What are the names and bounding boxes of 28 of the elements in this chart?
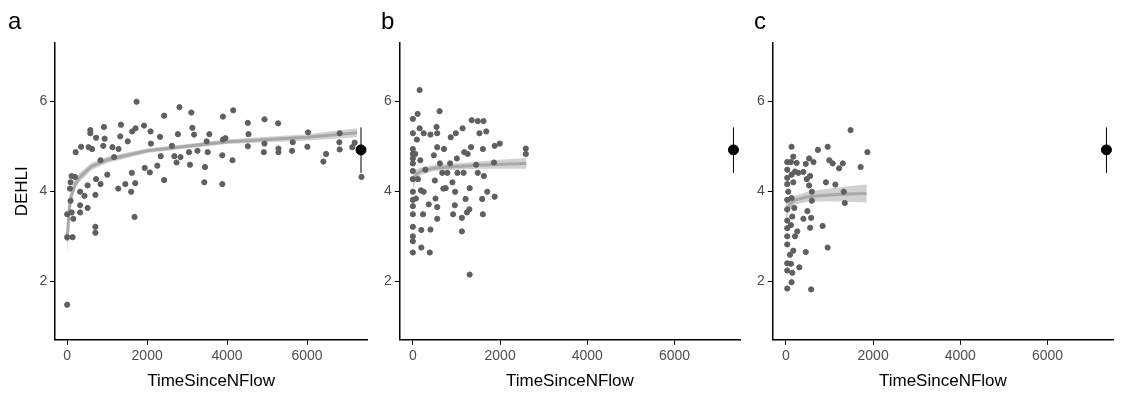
- x-tick-label: 2000: [131, 347, 163, 364]
- x-axis-title: TimeSinceNFlow: [147, 371, 276, 391]
- y-tick-label: 6: [756, 92, 765, 109]
- x-tick-label: 4000: [944, 347, 977, 364]
- x-tick-label: 6000: [659, 347, 691, 364]
- y-axis-title: DEHLI: [11, 166, 31, 217]
- y-tick-label: 6: [39, 92, 48, 109]
- x-tick-label: 4000: [211, 347, 243, 364]
- y-tick-label: 4: [39, 182, 48, 199]
- chart-title: c: [754, 7, 766, 35]
- x-tick-label: 6000: [1032, 347, 1064, 364]
- x-tick-label: 0: [63, 347, 72, 364]
- y-tick-label: 6: [383, 92, 392, 109]
- x-tick-label: 2000: [484, 347, 516, 364]
- x-tick-label: 0: [781, 347, 790, 364]
- chart-title: b: [381, 7, 395, 35]
- x-axis-title: TimeSinceNFlow: [878, 371, 1008, 391]
- y-tick-label: 2: [756, 272, 765, 289]
- y-tick-label: 4: [383, 182, 392, 199]
- x-tick-label: 0: [408, 347, 417, 364]
- y-tick-label: 2: [39, 272, 48, 289]
- x-axis-title: TimeSinceNFlow: [505, 371, 635, 391]
- y-tick-label: 2: [383, 272, 392, 289]
- chart-title: a: [8, 7, 22, 35]
- x-tick-label: 4000: [571, 347, 604, 364]
- y-tick-label: 4: [756, 182, 765, 199]
- x-tick-label: 6000: [291, 347, 323, 364]
- x-tick-label: 2000: [857, 347, 889, 364]
